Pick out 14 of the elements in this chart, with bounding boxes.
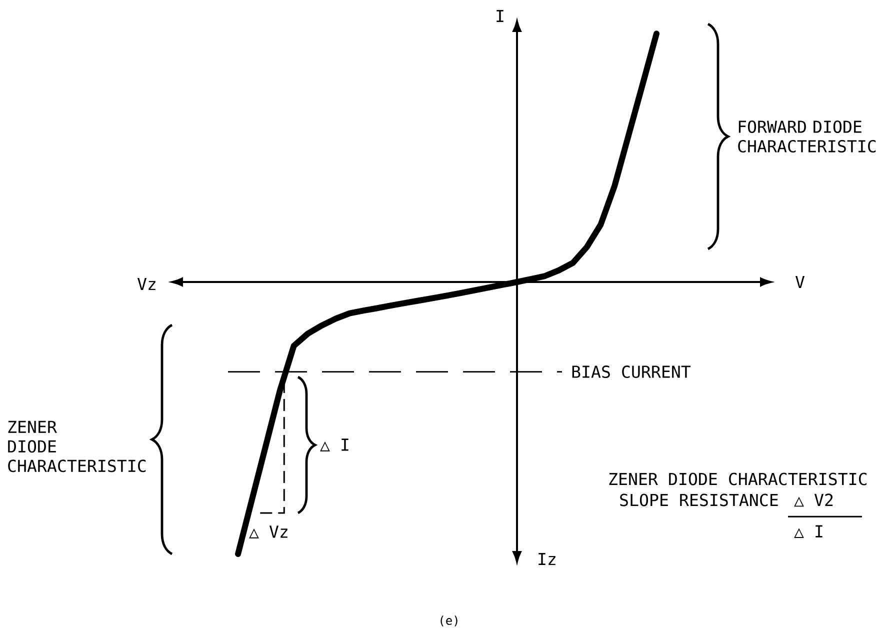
- annotation: △ I: [320, 438, 348, 452]
- annotation: △ Vz: [249, 526, 288, 538]
- text: (e): [440, 616, 458, 626]
- annotation: SLOPE RESISTANCE: [620, 494, 778, 506]
- text: △ V2: [794, 494, 833, 507]
- text: Vz: [137, 278, 156, 290]
- text: FORWARD DIODE CHARACTERISTIC: [738, 120, 876, 153]
- annotation: ZENER DIODE CHARACTERISTIC: [609, 472, 867, 486]
- y-axis-title: I: [496, 10, 504, 22]
- text: △ I: [794, 525, 822, 538]
- ref-line-label: BIAS CURRENT: [572, 365, 691, 378]
- annotation: Iz: [538, 552, 556, 566]
- text: V: [795, 276, 805, 288]
- text: ZENER DIODE CHARACTERISTIC: [8, 420, 146, 472]
